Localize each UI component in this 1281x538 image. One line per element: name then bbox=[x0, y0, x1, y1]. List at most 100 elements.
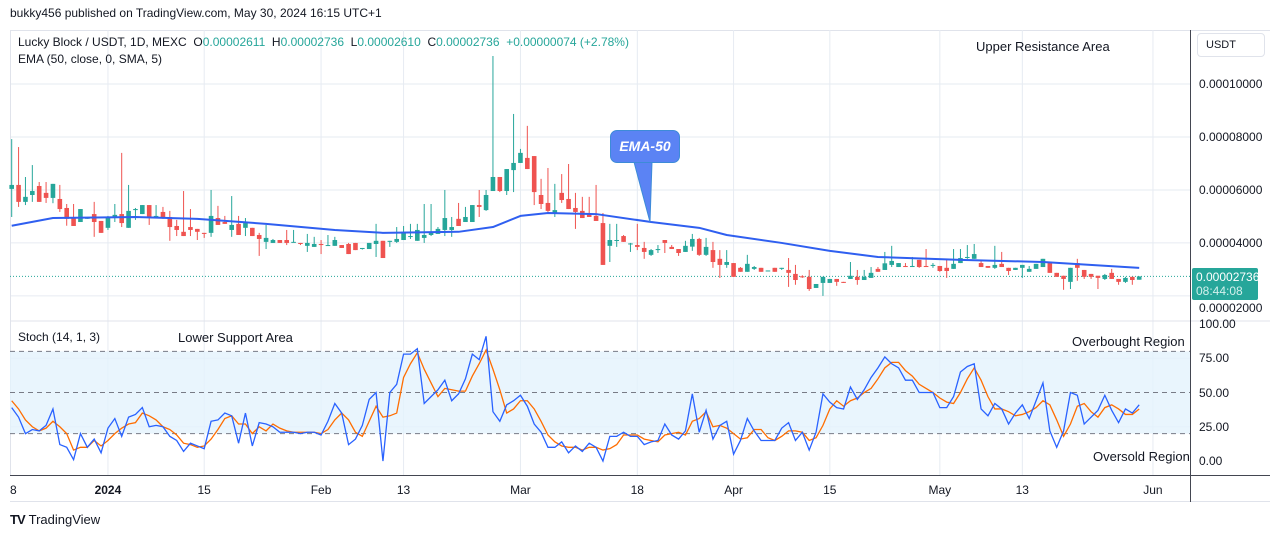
candle[interactable] bbox=[531, 156, 537, 206]
candle[interactable] bbox=[800, 275, 805, 278]
candle[interactable] bbox=[841, 281, 846, 283]
candle[interactable] bbox=[394, 227, 399, 243]
candle[interactable] bbox=[848, 262, 853, 279]
candle[interactable] bbox=[793, 264, 798, 285]
candle[interactable] bbox=[263, 224, 269, 250]
candle[interactable] bbox=[243, 218, 248, 237]
candle[interactable] bbox=[827, 278, 833, 283]
candle[interactable] bbox=[696, 237, 702, 256]
currency-selector[interactable]: USDT bbox=[1197, 33, 1265, 57]
candle[interactable] bbox=[483, 189, 489, 211]
candle[interactable] bbox=[325, 234, 331, 247]
candle[interactable] bbox=[1095, 275, 1101, 290]
candle[interactable] bbox=[1033, 263, 1039, 269]
candle[interactable] bbox=[518, 148, 523, 163]
candle[interactable] bbox=[318, 240, 324, 255]
symbol-title[interactable]: Lucky Block / USDT, 1D, MEXC bbox=[18, 35, 187, 49]
candle[interactable] bbox=[346, 242, 351, 255]
candle[interactable] bbox=[497, 176, 503, 193]
candle[interactable] bbox=[277, 240, 283, 243]
candle[interactable] bbox=[188, 209, 193, 237]
candle[interactable] bbox=[545, 167, 551, 214]
candle[interactable] bbox=[298, 242, 303, 246]
candle[interactable] bbox=[717, 250, 723, 278]
candle[interactable] bbox=[146, 205, 152, 225]
candle[interactable] bbox=[641, 241, 647, 259]
candle[interactable] bbox=[428, 204, 434, 237]
candle[interactable] bbox=[442, 189, 448, 237]
candle[interactable] bbox=[903, 263, 908, 268]
candle[interactable] bbox=[291, 229, 296, 243]
candle[interactable] bbox=[470, 205, 475, 223]
candle[interactable] bbox=[745, 254, 750, 272]
candle[interactable] bbox=[50, 183, 56, 204]
candle[interactable] bbox=[421, 204, 427, 243]
candle[interactable] bbox=[174, 219, 179, 237]
candle[interactable] bbox=[311, 236, 317, 247]
candle[interactable] bbox=[1088, 273, 1094, 279]
candle[interactable] bbox=[305, 233, 310, 252]
candle[interactable] bbox=[710, 241, 716, 268]
candle[interactable] bbox=[36, 182, 42, 202]
candle[interactable] bbox=[786, 258, 791, 287]
candle[interactable] bbox=[30, 165, 35, 202]
candle[interactable] bbox=[648, 249, 654, 256]
candle[interactable] bbox=[380, 240, 386, 259]
candle[interactable] bbox=[868, 267, 874, 278]
candle[interactable] bbox=[731, 263, 736, 277]
candle[interactable] bbox=[373, 223, 379, 257]
candle[interactable] bbox=[504, 169, 509, 195]
candle[interactable] bbox=[834, 278, 839, 286]
candle[interactable] bbox=[525, 125, 530, 170]
candle[interactable] bbox=[119, 152, 124, 228]
candle[interactable] bbox=[284, 229, 289, 246]
candle[interactable] bbox=[201, 232, 207, 238]
candle[interactable] bbox=[614, 223, 619, 247]
candle[interactable] bbox=[360, 247, 365, 250]
candle[interactable] bbox=[985, 265, 991, 268]
candle[interactable] bbox=[1054, 272, 1059, 277]
candle[interactable] bbox=[999, 251, 1004, 268]
candle[interactable] bbox=[621, 234, 626, 242]
candle[interactable] bbox=[1013, 267, 1018, 270]
candle[interactable] bbox=[270, 238, 276, 243]
candle[interactable] bbox=[43, 182, 49, 203]
candle[interactable] bbox=[1061, 275, 1066, 290]
candle[interactable] bbox=[1020, 264, 1025, 278]
candle[interactable] bbox=[779, 267, 784, 270]
candle[interactable] bbox=[1081, 269, 1087, 279]
candle[interactable] bbox=[1116, 278, 1121, 285]
candle[interactable] bbox=[566, 164, 571, 210]
candle[interactable] bbox=[628, 242, 633, 252]
candle[interactable] bbox=[882, 251, 888, 270]
candle[interactable] bbox=[332, 236, 338, 246]
candle[interactable] bbox=[353, 242, 358, 251]
candle[interactable] bbox=[992, 245, 998, 269]
candle[interactable] bbox=[511, 113, 516, 193]
candle[interactable] bbox=[635, 223, 640, 251]
candle[interactable] bbox=[1075, 258, 1080, 281]
candle[interactable] bbox=[1130, 276, 1135, 285]
candle[interactable] bbox=[765, 270, 771, 272]
candle[interactable] bbox=[820, 276, 826, 296]
candle[interactable] bbox=[387, 240, 393, 247]
candle[interactable] bbox=[195, 228, 200, 241]
candle[interactable] bbox=[662, 240, 668, 253]
candle[interactable] bbox=[16, 147, 21, 207]
candle[interactable] bbox=[944, 259, 949, 278]
candle[interactable] bbox=[449, 216, 454, 237]
candle[interactable] bbox=[607, 223, 613, 262]
candle[interactable] bbox=[875, 267, 881, 272]
candle[interactable] bbox=[366, 242, 372, 250]
candle[interactable] bbox=[861, 269, 867, 281]
candle[interactable] bbox=[600, 213, 606, 265]
candle[interactable] bbox=[1136, 276, 1142, 280]
candle[interactable] bbox=[215, 205, 221, 225]
candle[interactable] bbox=[229, 196, 234, 237]
candle[interactable] bbox=[806, 269, 812, 291]
candle[interactable] bbox=[683, 240, 688, 252]
candle[interactable] bbox=[937, 265, 943, 272]
candle[interactable] bbox=[408, 223, 413, 239]
candle[interactable] bbox=[140, 205, 145, 215]
